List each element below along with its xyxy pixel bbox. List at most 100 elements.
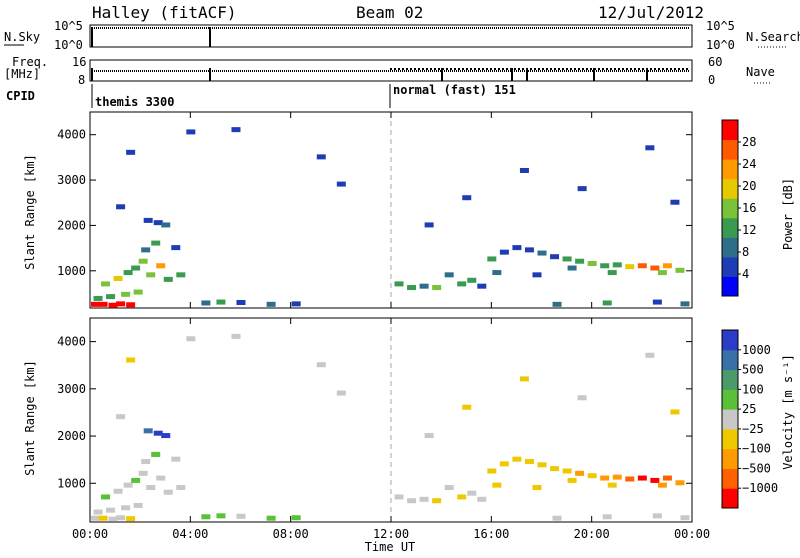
data-cell bbox=[537, 250, 547, 256]
data-cell bbox=[108, 516, 118, 522]
data-cell bbox=[432, 498, 442, 504]
colorbar-swatch bbox=[722, 256, 738, 277]
data-cell bbox=[499, 461, 509, 467]
colorbar-tick-label: −25 bbox=[742, 422, 764, 436]
data-cell bbox=[163, 489, 173, 495]
data-cell bbox=[141, 459, 151, 465]
data-cell bbox=[650, 477, 660, 483]
station-title: Halley (fitACF) bbox=[92, 3, 237, 22]
data-cell bbox=[675, 480, 685, 486]
data-cell bbox=[126, 357, 136, 363]
data-cell bbox=[216, 513, 226, 519]
data-cell bbox=[108, 302, 118, 308]
data-cell bbox=[123, 270, 133, 276]
data-cell bbox=[151, 451, 161, 457]
data-cell bbox=[587, 260, 597, 266]
x-axis-title: Time UT bbox=[365, 540, 416, 554]
colorbar-tick-label: −1000 bbox=[742, 481, 778, 495]
data-cell bbox=[637, 263, 647, 269]
data-cell bbox=[612, 262, 622, 268]
data-cell bbox=[487, 256, 497, 262]
sky-left-tick-top: 10^5 bbox=[54, 19, 83, 33]
data-cell bbox=[116, 414, 126, 420]
data-cell bbox=[106, 507, 116, 513]
colorbar-tick-label: 1000 bbox=[742, 343, 771, 357]
colorbar-swatch bbox=[722, 159, 738, 180]
colorbar-tick-label: 500 bbox=[742, 363, 764, 377]
data-cell bbox=[519, 167, 529, 173]
y-tick-label: 3000 bbox=[57, 173, 86, 187]
data-cell bbox=[457, 494, 467, 500]
data-cell bbox=[607, 482, 617, 488]
data-cell bbox=[487, 468, 497, 474]
data-cell bbox=[602, 300, 612, 306]
data-cell bbox=[163, 276, 173, 282]
data-cell bbox=[477, 496, 487, 502]
y-tick-label: 1000 bbox=[57, 264, 86, 278]
data-cell bbox=[146, 485, 156, 490]
colorbar-swatch bbox=[722, 330, 738, 351]
data-cell bbox=[141, 247, 151, 253]
freq-panel bbox=[89, 59, 693, 82]
data-cell bbox=[101, 494, 111, 500]
data-cell bbox=[550, 466, 560, 472]
data-cell bbox=[657, 482, 667, 488]
colorbar-swatch bbox=[722, 178, 738, 199]
colorbar-tick-label: 4 bbox=[742, 267, 749, 281]
colorbar-tick-label: −500 bbox=[742, 461, 771, 475]
data-cell bbox=[550, 254, 560, 260]
data-cell bbox=[316, 362, 326, 368]
data-cell bbox=[291, 515, 301, 521]
data-cell bbox=[126, 149, 136, 155]
data-cell bbox=[336, 390, 346, 396]
nsearch-label: N.Search bbox=[746, 30, 800, 44]
x-tick-label: 08:00 bbox=[273, 527, 309, 541]
data-cell bbox=[91, 515, 101, 521]
data-cell bbox=[657, 270, 667, 276]
data-cell bbox=[670, 409, 680, 415]
nave-label: Nave bbox=[746, 65, 775, 79]
sky-right-tick-bottom: 10^0 bbox=[706, 38, 735, 52]
power-ylabel: Slant Range [km] bbox=[23, 154, 37, 270]
date-title: 12/Jul/2012 bbox=[598, 3, 704, 22]
data-cell bbox=[467, 490, 477, 496]
data-cell bbox=[156, 475, 166, 481]
data-cell bbox=[419, 496, 429, 502]
data-cell bbox=[680, 515, 690, 521]
data-cell bbox=[106, 294, 116, 300]
colorbar-swatch bbox=[722, 428, 738, 450]
data-cell bbox=[151, 240, 161, 246]
data-cell bbox=[98, 301, 108, 307]
colorbar-swatch bbox=[722, 369, 738, 390]
y-tick-label: 4000 bbox=[57, 128, 86, 142]
data-cell bbox=[432, 285, 442, 291]
data-cell bbox=[236, 513, 246, 519]
data-cell bbox=[680, 301, 690, 307]
data-cell bbox=[462, 195, 472, 201]
data-cell bbox=[161, 433, 171, 439]
freq-tick-top: 16 bbox=[72, 55, 86, 69]
colorbar-swatch bbox=[722, 349, 738, 371]
x-tick-label: 04:00 bbox=[172, 527, 208, 541]
data-cell bbox=[113, 488, 123, 494]
data-cell bbox=[562, 256, 572, 262]
data-cell bbox=[186, 129, 196, 135]
y-tick-label: 3000 bbox=[57, 382, 86, 396]
data-cell bbox=[552, 515, 562, 521]
data-cell bbox=[176, 485, 186, 490]
data-cell bbox=[116, 301, 126, 307]
colorbar-tick-label: 8 bbox=[742, 245, 749, 259]
data-cell bbox=[625, 264, 635, 270]
colorbar-tick-label: 24 bbox=[742, 157, 756, 171]
data-cell bbox=[625, 476, 635, 482]
freq-label: Freq. bbox=[12, 55, 48, 69]
data-cell bbox=[123, 482, 133, 488]
colorbar-tick-label: 12 bbox=[742, 223, 756, 237]
data-cell bbox=[131, 265, 141, 271]
data-cell bbox=[98, 515, 108, 521]
colorbar-tick-label: 100 bbox=[742, 382, 764, 396]
sky-right-tick-top: 10^5 bbox=[706, 19, 735, 33]
data-cell bbox=[577, 186, 587, 192]
data-cell bbox=[407, 498, 417, 504]
